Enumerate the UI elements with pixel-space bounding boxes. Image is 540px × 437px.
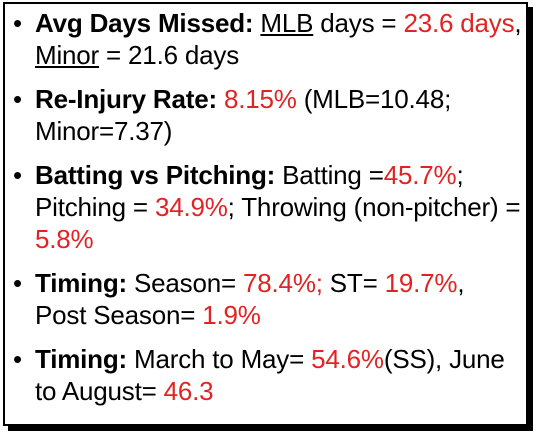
bullet-dot-icon: • bbox=[13, 160, 22, 190]
item-label: Re-Injury Rate: bbox=[35, 84, 217, 114]
bullet-item-reinjury-rate: • Re-Injury Rate: 8.15% (MLB=10.48; Mino… bbox=[11, 83, 522, 147]
item-label: Batting vs Pitching: bbox=[35, 160, 276, 190]
mlb-term: MLB bbox=[260, 8, 314, 38]
value-season: 78.4%; bbox=[243, 268, 323, 298]
item-text: (MLB=10.48; Minor=7.37) bbox=[35, 84, 452, 146]
item-text: March to May= bbox=[127, 344, 312, 374]
bullet-dot-icon: • bbox=[13, 84, 22, 114]
item-label: Timing: bbox=[35, 268, 127, 298]
value-batting: 45.7% bbox=[383, 160, 457, 190]
item-label: Avg Days Missed: bbox=[35, 8, 254, 38]
item-text: Batting = bbox=[275, 160, 384, 190]
content-box: • Avg Days Missed: MLB days = 23.6 days,… bbox=[3, 2, 528, 426]
value-reinjury: 8.15% bbox=[223, 84, 297, 114]
item-text: ; Pitching = bbox=[35, 160, 464, 222]
item-text: days = bbox=[313, 8, 404, 38]
value-throwing: 5.8% bbox=[35, 224, 94, 254]
item-text: ; Throwing (non-pitcher) = bbox=[227, 192, 521, 222]
value-mlb-days: 23.6 days bbox=[403, 8, 515, 38]
value-march-may: 54.6% bbox=[311, 344, 384, 374]
bullet-item-timing-season: • Timing: Season= 78.4%; ST= 19.7%, Post… bbox=[11, 267, 522, 331]
bullet-list: • Avg Days Missed: MLB days = 23.6 days,… bbox=[11, 7, 522, 419]
bullet-dot-icon: • bbox=[13, 8, 22, 38]
bullet-dot-icon: • bbox=[13, 268, 22, 298]
bullet-item-avg-days-missed: • Avg Days Missed: MLB days = 23.6 days,… bbox=[11, 7, 522, 71]
value-st: 19.7% bbox=[384, 268, 458, 298]
value-post-season: 1.9% bbox=[202, 300, 261, 330]
item-text: , Post Season= bbox=[35, 268, 465, 330]
item-text: Season= bbox=[127, 268, 244, 298]
item-text: ST= bbox=[322, 268, 385, 298]
item-text: = 21.6 days bbox=[99, 40, 239, 70]
item-text: , bbox=[514, 8, 522, 38]
bullet-item-batting-vs-pitching: • Batting vs Pitching: Batting =45.7%; P… bbox=[11, 159, 522, 255]
value-june-august: 46.3 bbox=[163, 376, 214, 406]
bullet-dot-icon: • bbox=[13, 344, 22, 374]
minor-term: Minor bbox=[35, 40, 100, 70]
item-text: (SS), June to August= bbox=[35, 344, 505, 406]
item-label: Timing: bbox=[35, 344, 127, 374]
bullet-item-timing-months: • Timing: March to May= 54.6%(SS), June … bbox=[11, 343, 522, 407]
value-pitching: 34.9% bbox=[154, 192, 228, 222]
